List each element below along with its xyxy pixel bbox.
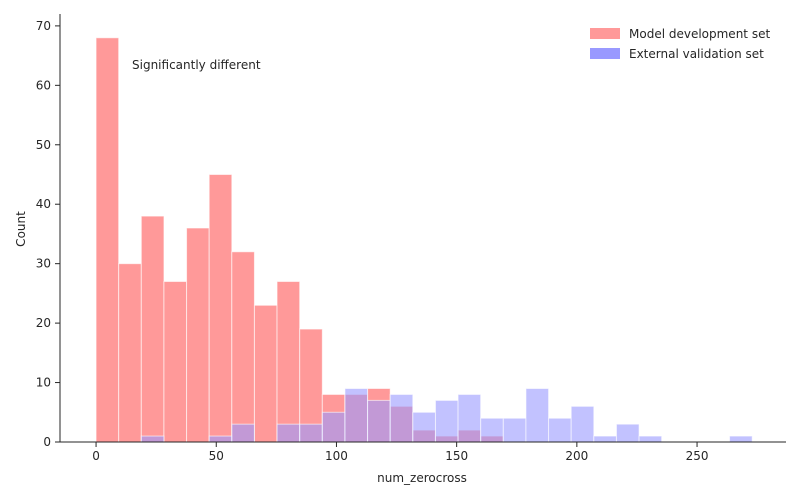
bar-external-validation-4 bbox=[299, 423, 323, 443]
bar-external-validation-11 bbox=[457, 393, 482, 443]
bar-external-validation-12 bbox=[480, 417, 504, 443]
bar-external-validation-18 bbox=[615, 423, 640, 443]
y-tick-label: 20 bbox=[36, 316, 51, 330]
series-external-validation-bars bbox=[140, 388, 753, 443]
bar-external-validation-1 bbox=[208, 435, 233, 443]
y-tick-label: 0 bbox=[43, 435, 51, 449]
y-tick-label: 60 bbox=[36, 78, 51, 92]
bar-model-development-8 bbox=[276, 281, 301, 443]
bar-external-validation-8 bbox=[389, 393, 414, 443]
legend-label-external-validation: External validation set bbox=[629, 47, 764, 61]
x-axis-ticks: 0 50 100 150 200 250 bbox=[92, 442, 709, 463]
bar-external-validation-2 bbox=[231, 423, 255, 443]
bar-external-validation-5 bbox=[321, 411, 346, 443]
bar-model-development-5 bbox=[208, 174, 233, 443]
y-tick-label: 50 bbox=[36, 138, 51, 152]
bar-external-validation-9 bbox=[412, 411, 436, 443]
bar-external-validation-17 bbox=[593, 435, 617, 443]
bar-model-development-1 bbox=[118, 263, 142, 443]
bar-external-validation-16 bbox=[570, 405, 595, 443]
bar-model-development-2 bbox=[140, 215, 165, 443]
x-tick-label: 250 bbox=[686, 449, 709, 463]
bar-external-validation-3 bbox=[276, 423, 301, 443]
x-axis-label: num_zerocross bbox=[377, 471, 467, 485]
bar-external-validation-13 bbox=[502, 417, 527, 443]
bar-external-validation-19 bbox=[638, 435, 663, 443]
y-tick-label: 40 bbox=[36, 197, 51, 211]
legend-label-model-development: Model development set bbox=[629, 27, 770, 41]
bar-external-validation-7 bbox=[367, 399, 391, 443]
bar-model-development-0 bbox=[95, 37, 120, 443]
bar-model-development-6 bbox=[231, 251, 255, 443]
bar-external-validation-6 bbox=[344, 388, 369, 443]
y-axis-label: Count bbox=[14, 211, 28, 247]
legend-swatch-external-validation bbox=[590, 48, 620, 59]
y-tick-label: 70 bbox=[36, 19, 51, 33]
x-tick-label: 50 bbox=[209, 449, 224, 463]
legend: Model development set External validatio… bbox=[590, 27, 770, 61]
bar-model-development-3 bbox=[163, 281, 188, 443]
y-axis-ticks: 0 10 20 30 40 50 60 70 bbox=[36, 19, 60, 449]
chart-annotation: Significantly different bbox=[132, 58, 261, 72]
bar-model-development-7 bbox=[253, 304, 278, 443]
bar-external-validation-10 bbox=[434, 399, 459, 443]
y-tick-label: 10 bbox=[36, 376, 51, 390]
bar-external-validation-20 bbox=[729, 435, 753, 443]
y-tick-label: 30 bbox=[36, 257, 51, 271]
bar-external-validation-0 bbox=[140, 435, 165, 443]
x-tick-label: 100 bbox=[325, 449, 348, 463]
x-tick-label: 200 bbox=[565, 449, 588, 463]
series-model-development-bars bbox=[95, 37, 504, 443]
legend-swatch-model-development bbox=[590, 28, 620, 39]
x-tick-label: 150 bbox=[445, 449, 468, 463]
bar-external-validation-14 bbox=[525, 388, 550, 443]
x-tick-label: 0 bbox=[92, 449, 100, 463]
bar-external-validation-15 bbox=[548, 417, 572, 443]
bar-model-development-4 bbox=[186, 227, 210, 443]
